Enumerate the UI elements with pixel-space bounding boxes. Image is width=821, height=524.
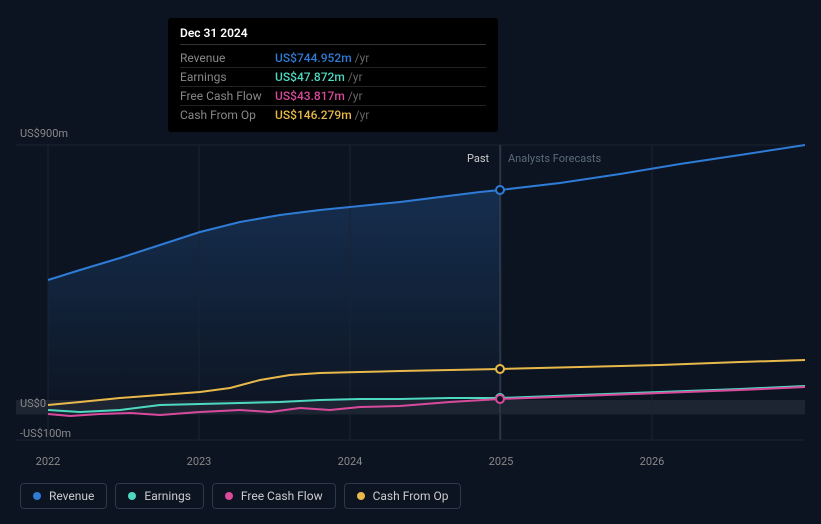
- tooltip-row-unit: /yr: [355, 51, 370, 65]
- legend-item-label: Revenue: [49, 489, 94, 503]
- chart-legend: Revenue Earnings Free Cash Flow Cash From O…: [20, 483, 461, 509]
- legend-item-label: Earnings: [144, 489, 191, 503]
- x-axis-label: 2026: [640, 455, 665, 468]
- legend-item[interactable]: Free Cash Flow: [212, 483, 336, 509]
- x-axis-label: 2023: [187, 455, 212, 468]
- y-axis-label-top: US$900m: [20, 127, 68, 140]
- x-axis-label: 2024: [338, 455, 363, 468]
- tooltip-row-unit: /yr: [355, 108, 370, 122]
- tooltip-row: EarningsUS$47.872m/yr: [180, 68, 486, 87]
- tooltip-row-value: US$47.872m: [275, 70, 345, 84]
- x-axis-label: 2025: [489, 455, 514, 468]
- legend-item[interactable]: Earnings: [115, 483, 204, 509]
- tooltip-row-label: Earnings: [180, 70, 275, 84]
- tooltip-row: Free Cash FlowUS$43.817m/yr: [180, 87, 486, 106]
- tooltip-row-label: Revenue: [180, 51, 275, 65]
- tooltip-row-value: US$43.817m: [275, 89, 345, 103]
- legend-item[interactable]: Cash From Op: [344, 483, 462, 509]
- legend-item-label: Free Cash Flow: [241, 489, 323, 503]
- y-axis-label-bottom: -US$100m: [20, 427, 71, 440]
- tooltip-row-unit: /yr: [348, 89, 363, 103]
- legend-item-label: Cash From Op: [373, 489, 449, 503]
- legend-dot-icon: [33, 492, 41, 500]
- legend-dot-icon: [128, 492, 136, 500]
- tooltip-date: Dec 31 2024: [180, 26, 486, 45]
- y-axis-label-zero: US$0: [20, 397, 46, 410]
- tooltip-row-unit: /yr: [348, 70, 363, 84]
- section-label-past: Past: [467, 152, 489, 165]
- legend-dot-icon: [357, 492, 365, 500]
- tooltip-row: RevenueUS$744.952m/yr: [180, 49, 486, 68]
- tooltip-row-value: US$744.952m: [275, 51, 352, 65]
- tooltip-row-value: US$146.279m: [275, 108, 352, 122]
- legend-dot-icon: [225, 492, 233, 500]
- legend-item[interactable]: Revenue: [20, 483, 107, 509]
- section-label-forecast: Analysts Forecasts: [508, 152, 601, 165]
- x-axis-label: 2022: [36, 455, 61, 468]
- tooltip-row: Cash From OpUS$146.279m/yr: [180, 106, 486, 124]
- tooltip-row-label: Free Cash Flow: [180, 89, 275, 103]
- tooltip-row-label: Cash From Op: [180, 108, 275, 122]
- chart-tooltip: Dec 31 2024 RevenueUS$744.952m/yrEarning…: [168, 18, 498, 132]
